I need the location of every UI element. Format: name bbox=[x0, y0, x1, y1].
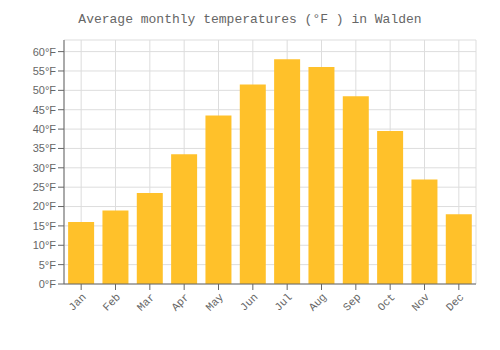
svg-text:Feb: Feb bbox=[101, 291, 123, 313]
svg-text:60°F: 60°F bbox=[33, 46, 57, 58]
svg-text:20°F: 20°F bbox=[33, 200, 57, 212]
svg-text:Jul: Jul bbox=[272, 291, 294, 313]
svg-text:55°F: 55°F bbox=[33, 65, 57, 77]
svg-text:Oct: Oct bbox=[375, 291, 397, 313]
svg-text:50°F: 50°F bbox=[33, 84, 57, 96]
html-text:Average monthly temperatures (: Average monthly temperatures (°F ) in Wa… bbox=[78, 12, 422, 27]
svg-text:Mar: Mar bbox=[135, 291, 157, 313]
svg-text:Apr: Apr bbox=[169, 291, 191, 313]
svg-text:Aug: Aug bbox=[307, 291, 329, 313]
svg-text:45°F: 45°F bbox=[33, 104, 57, 116]
svg-text:5°F: 5°F bbox=[39, 259, 57, 271]
svg-text:Jan: Jan bbox=[66, 291, 88, 313]
svg-text:May: May bbox=[204, 291, 227, 314]
svg-text:Sep: Sep bbox=[341, 291, 363, 313]
svg-text:0°F: 0°F bbox=[39, 278, 57, 290]
svg-text:35°F: 35°F bbox=[33, 142, 57, 154]
svg-text:25°F: 25°F bbox=[33, 181, 57, 193]
svg-text:30°F: 30°F bbox=[33, 162, 57, 174]
svg-text:Jun: Jun bbox=[238, 291, 260, 313]
svg-text:15°F: 15°F bbox=[33, 220, 57, 232]
svg-text:40°F: 40°F bbox=[33, 123, 57, 135]
svg-text:Nov: Nov bbox=[410, 291, 433, 314]
svg-text:10°F: 10°F bbox=[33, 239, 57, 251]
svg-text:Dec: Dec bbox=[444, 291, 466, 313]
